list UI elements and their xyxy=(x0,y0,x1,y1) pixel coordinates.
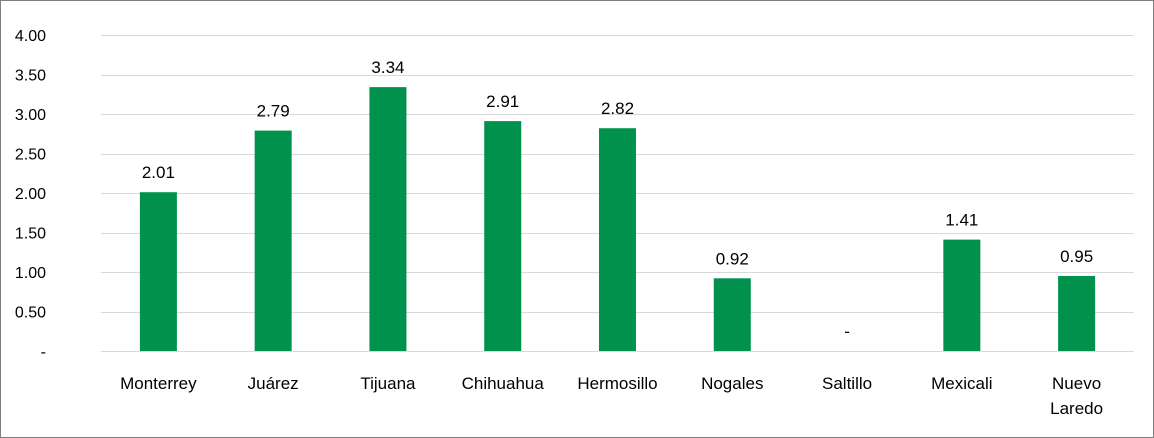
y-axis-tick-labels: - 0.50 1.00 1.50 2.00 2.50 3.00 3.50 4.00 xyxy=(15,28,46,361)
data-label: 1.41 xyxy=(945,211,978,230)
bar xyxy=(139,192,177,351)
bar xyxy=(254,130,292,351)
y-tick-label: 1.50 xyxy=(15,226,46,243)
bar xyxy=(1058,275,1096,351)
bar xyxy=(484,121,522,351)
y-tick-label: 0.50 xyxy=(15,305,46,322)
y-tick-label: 2.50 xyxy=(15,147,46,164)
data-labels: 2.01 2.79 3.34 2.91 2.82 0.92 - 1.41 0.95 xyxy=(142,58,1093,341)
data-label: 2.79 xyxy=(257,102,290,121)
bar xyxy=(599,128,636,351)
x-category-label: Chihuahua xyxy=(462,374,545,393)
y-tick-label: - xyxy=(41,344,46,361)
data-label: 2.91 xyxy=(486,92,519,111)
x-category-label: Monterrey xyxy=(120,374,197,393)
y-tick-label: 1.00 xyxy=(15,265,46,282)
data-label: - xyxy=(844,322,850,341)
y-tick-label: 4.00 xyxy=(15,28,46,45)
x-category-label: Tijuana xyxy=(360,374,416,393)
x-category-label: Mexicali xyxy=(931,374,992,393)
x-category-label: Nuevo xyxy=(1052,374,1101,393)
x-category-label: Saltillo xyxy=(822,374,872,393)
x-axis-category-labels: Monterrey Juárez Tijuana Chihuahua Hermosill… xyxy=(120,374,1103,418)
y-tick-label: 2.00 xyxy=(15,186,46,203)
data-label: 0.95 xyxy=(1060,247,1093,266)
bar xyxy=(713,278,751,351)
bars xyxy=(139,87,1096,351)
x-category-label: Hermosillo xyxy=(577,374,657,393)
x-category-label: Laredo xyxy=(1050,399,1103,418)
data-label: 2.01 xyxy=(142,163,175,182)
data-label: 0.92 xyxy=(716,249,749,268)
bar xyxy=(943,239,981,351)
bar xyxy=(369,87,407,351)
x-category-label: Juárez xyxy=(248,374,299,393)
y-tick-label: 3.00 xyxy=(15,107,46,124)
data-label: 3.34 xyxy=(371,58,404,77)
data-label: 2.82 xyxy=(601,99,634,118)
x-category-label: Nogales xyxy=(701,374,763,393)
y-tick-label: 3.50 xyxy=(15,68,46,85)
